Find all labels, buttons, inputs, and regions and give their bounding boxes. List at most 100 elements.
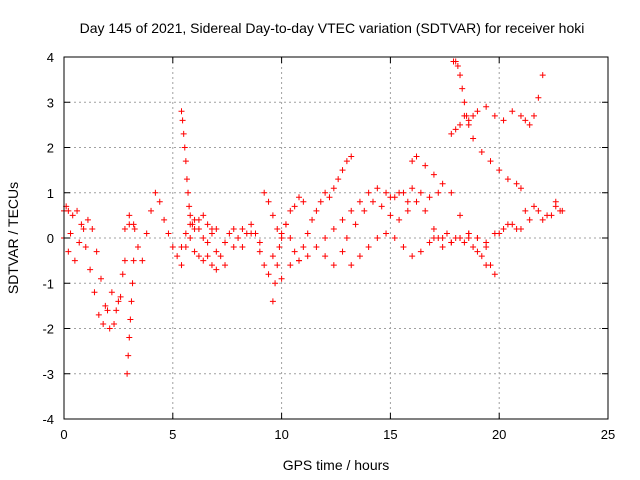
data-point <box>187 212 194 219</box>
data-point <box>129 280 136 287</box>
data-point <box>517 112 524 119</box>
data-point <box>457 72 464 79</box>
data-point <box>348 262 355 269</box>
data-point <box>300 198 307 205</box>
data-point <box>111 320 118 327</box>
data-point <box>269 212 276 219</box>
series-arc-7 <box>213 189 307 269</box>
data-point <box>93 248 100 255</box>
data-point <box>478 253 485 260</box>
data-point <box>387 194 394 201</box>
data-point <box>430 235 437 241</box>
data-point <box>457 235 464 241</box>
data-point <box>248 230 255 237</box>
data-point <box>121 225 128 232</box>
series-arc-15 <box>470 135 524 192</box>
y-axis-label: SDTVAR / TECUs <box>5 182 21 294</box>
series-arc-14 <box>448 72 546 137</box>
data-point <box>186 203 193 210</box>
data-point <box>343 235 350 241</box>
data-point <box>422 162 429 169</box>
data-point <box>348 207 355 214</box>
data-point <box>391 235 398 241</box>
x-tick-label: 0 <box>60 427 67 442</box>
data-point <box>179 117 186 124</box>
data-point <box>127 316 134 323</box>
data-point <box>413 153 420 160</box>
data-point <box>82 244 89 251</box>
data-point <box>126 212 133 219</box>
data-point <box>383 189 390 196</box>
data-point <box>470 112 477 119</box>
data-point <box>535 207 542 214</box>
data-point <box>339 248 346 255</box>
data-point <box>189 221 196 228</box>
data-point <box>156 198 163 205</box>
y-tick-label: -2 <box>42 322 54 337</box>
data-point <box>330 262 337 269</box>
data-point <box>180 130 187 137</box>
data-point <box>191 248 198 255</box>
data-point <box>256 248 263 255</box>
series-arc-4 <box>121 189 220 264</box>
data-point <box>396 189 403 196</box>
y-tick-label: -4 <box>42 412 54 427</box>
data-point <box>84 216 91 223</box>
data-point <box>76 239 83 246</box>
data-point <box>65 207 72 214</box>
data-point <box>330 225 337 232</box>
data-point <box>387 212 394 219</box>
data-point <box>276 244 283 251</box>
data-point <box>104 307 111 314</box>
data-point <box>185 189 192 196</box>
data-point <box>400 244 407 251</box>
x-tick-label: 5 <box>169 427 176 442</box>
data-point <box>448 130 455 137</box>
data-point <box>71 257 78 264</box>
data-point <box>491 112 498 119</box>
data-point <box>74 207 81 214</box>
data-point <box>470 135 477 142</box>
data-point <box>274 225 281 232</box>
data-point <box>222 262 229 269</box>
data-point <box>313 207 320 214</box>
data-point <box>200 235 207 241</box>
data-point <box>413 198 420 205</box>
data-point <box>78 221 85 228</box>
data-point <box>356 198 363 205</box>
series-arc-11 <box>343 198 490 246</box>
data-point <box>148 207 155 214</box>
chart-title: Day 145 of 2021, Sidereal Day-to-day VTE… <box>80 20 585 36</box>
data-point <box>426 194 433 201</box>
series-arc-5 <box>178 108 215 232</box>
data-point <box>102 302 109 309</box>
x-tick-label: 10 <box>274 427 288 442</box>
data-point <box>474 235 481 241</box>
data-point <box>496 167 503 174</box>
data-point <box>483 103 490 110</box>
data-point <box>474 248 481 255</box>
data-point <box>143 230 150 237</box>
data-point <box>213 248 220 255</box>
data-point <box>191 225 198 232</box>
data-point <box>535 94 542 101</box>
data-point <box>265 198 272 205</box>
data-point <box>124 370 131 377</box>
data-point <box>409 185 416 192</box>
data-point <box>343 158 350 165</box>
data-point <box>465 230 472 237</box>
data-point <box>383 230 390 237</box>
data-point <box>526 121 533 128</box>
data-point <box>108 289 115 296</box>
data-point <box>461 239 468 246</box>
data-point <box>439 244 446 251</box>
data-point <box>356 253 363 260</box>
data-point <box>239 225 246 232</box>
y-tick-label: 2 <box>47 141 54 156</box>
data-point <box>539 72 546 79</box>
series-arc-17 <box>496 198 564 237</box>
data-point <box>369 198 376 205</box>
data-point <box>256 239 263 246</box>
data-point <box>181 144 188 151</box>
data-point <box>309 216 316 223</box>
